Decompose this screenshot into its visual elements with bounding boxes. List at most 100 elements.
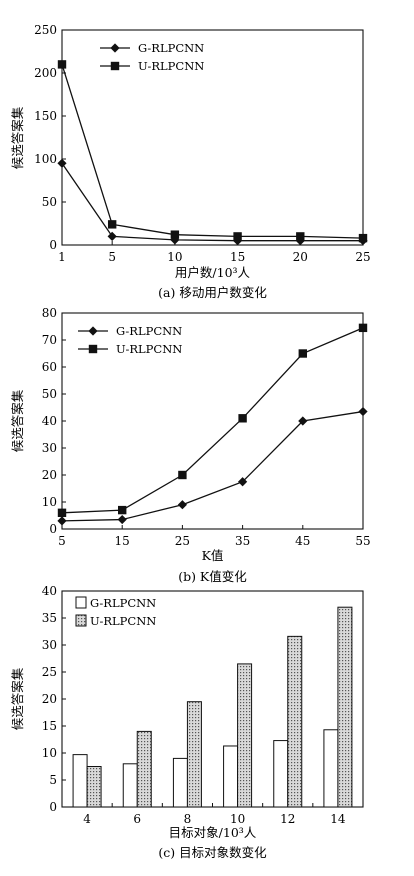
chart1-series1-point1	[118, 505, 127, 515]
chart1-series0-point2	[177, 500, 187, 510]
chart0-x-axis-label: 用户数/10³人	[175, 265, 251, 280]
chart1-series0-point0	[57, 516, 67, 526]
chart0-series1-point3	[233, 232, 242, 241]
chart2-y-tick-label: 20	[42, 692, 57, 706]
chart1-y-tick-label: 70	[42, 333, 57, 347]
chart0-x-tick-label: 1	[58, 250, 66, 264]
chart0-series0-point0	[57, 158, 67, 168]
chart0-x-tick-label: 25	[355, 250, 370, 264]
chart1-legend-label-1: U-RLPCNN	[116, 342, 182, 356]
chart2-series0-bar-2	[172, 757, 188, 808]
chart1-series1-line	[61, 327, 364, 514]
chart1-series0-pointlegend	[88, 326, 98, 336]
chart1-x-tick-label: 45	[295, 534, 310, 548]
chart0-series1-point0	[57, 60, 67, 69]
chart2-y-tick-label: 40	[42, 584, 57, 598]
chart2-y-axis-label: 候选答案集	[10, 667, 25, 730]
chart1-series1-point0	[57, 508, 67, 517]
chart2-y-tick-label: 0	[49, 800, 57, 814]
chart2-legend-swatch-0	[75, 596, 87, 609]
chart0-series0-point1	[107, 231, 117, 241]
chart0-x-tick-label: 5	[108, 250, 116, 264]
chart1-y-tick-label: 40	[42, 414, 57, 428]
chart2-series1-bar-4	[287, 635, 303, 808]
chart0-legend-label-1: U-RLPCNN	[138, 59, 204, 73]
chart1-x-tick-label: 5	[58, 534, 66, 548]
chart2-x-tick-label: 14	[330, 812, 346, 826]
chart2-y-tick-label: 30	[42, 638, 57, 652]
chart1-plot-frame	[61, 312, 364, 530]
chart2-series0-bar-4	[273, 740, 289, 808]
chart2-series1-bar-1	[136, 730, 152, 808]
chart0-plot-frame	[61, 29, 364, 246]
chart1-x-axis-label: K值	[202, 548, 224, 563]
chart1-series1-point4	[298, 349, 307, 358]
chart2-y-tick-label: 5	[49, 773, 57, 787]
chart2-x-tick-label: 10	[230, 812, 245, 826]
chart1-y-tick-label: 30	[42, 441, 57, 455]
chart0-legend-label-0: G-RLPCNN	[138, 41, 204, 55]
chart0-y-axis-label: 候选答案集	[10, 106, 25, 169]
chart1-y-tick-label: 0	[49, 522, 57, 536]
chart2-x-axis-label: 目标对象/10³人	[169, 825, 257, 840]
chart1-series1-pointlegend	[88, 344, 98, 354]
chart0-series1-point1	[107, 220, 117, 229]
chart1-x-tick-label: 15	[115, 534, 130, 548]
chart1-series0-point5	[358, 406, 368, 417]
chart2-x-tick-label: 6	[133, 812, 141, 826]
chart1-series1-point5	[358, 323, 368, 333]
chart0-y-tick-label: 50	[42, 195, 57, 209]
chart2-series1-bar-3	[237, 663, 253, 808]
chart2-y-tick-label: 15	[42, 719, 57, 733]
chart1-series1-point2	[178, 470, 187, 480]
chart1-x-tick-label: 55	[355, 534, 370, 548]
chart0-x-tick-label: 15	[230, 250, 245, 264]
chart1-y-tick-label: 60	[42, 360, 57, 374]
chart0-x-tick-label: 10	[167, 250, 182, 264]
chart2-series0-bar-5	[323, 729, 339, 808]
chart0-series1-point2	[170, 230, 180, 239]
chart2-x-tick-label: 8	[184, 812, 192, 826]
chart0-y-tick-label: 150	[34, 109, 57, 123]
chart1-x-tick-label: 35	[235, 534, 250, 548]
chart0-series0-line	[61, 162, 363, 242]
chart0-series1-pointlegend	[110, 61, 120, 71]
chart1-legend-label-0: G-RLPCNN	[116, 324, 182, 338]
chart1-series0-point4	[298, 416, 308, 426]
chart0-x-tick-label: 20	[293, 250, 308, 264]
chart0-caption: (a) 移动用户数变化	[158, 285, 267, 300]
chart0-y-tick-label: 250	[34, 23, 57, 37]
chart2-x-tick-label: 12	[280, 812, 295, 826]
chart0-y-tick-label: 200	[34, 66, 57, 80]
chart2-series0-bar-0	[72, 754, 88, 808]
chart0-series1-point5	[358, 233, 368, 243]
chart2-series0-bar-3	[223, 745, 239, 808]
chart2-series1-bar-5	[337, 606, 353, 808]
chart2-y-tick-label: 35	[42, 611, 57, 625]
chart1-x-tick-label: 25	[175, 534, 190, 548]
chart1-series0-point1	[117, 514, 127, 525]
chart1-y-axis-label: 候选答案集	[10, 389, 25, 452]
chart2-legend-label-1: U-RLPCNN	[90, 614, 156, 628]
chart2-y-tick-label: 25	[42, 665, 57, 679]
chart0-series1-point4	[296, 232, 305, 241]
chart2-x-tick-label: 4	[83, 812, 91, 826]
chart1-series0-point3	[238, 477, 248, 487]
chart1-series0-line	[61, 410, 364, 522]
chart2-legend-swatch-1	[75, 614, 87, 627]
chart0-y-tick-label: 100	[34, 152, 57, 166]
chart1-y-tick-label: 50	[42, 387, 57, 401]
chart2-y-tick-label: 10	[42, 746, 57, 760]
chart2-series1-bar-0	[86, 766, 102, 808]
chart2-series0-bar-1	[122, 763, 138, 808]
chart0-y-tick-label: 0	[49, 238, 57, 252]
chart2-caption: (c) 目标对象数变化	[158, 845, 267, 860]
chart1-y-tick-label: 20	[42, 468, 57, 482]
chart2-series1-bar-2	[186, 701, 202, 808]
chart1-y-tick-label: 80	[42, 306, 57, 320]
chart2-legend-label-0: G-RLPCNN	[90, 596, 156, 610]
chart0-series1-line	[61, 64, 364, 239]
chart1-caption: (b) K值变化	[178, 569, 247, 584]
chart1-series1-point3	[238, 414, 247, 423]
